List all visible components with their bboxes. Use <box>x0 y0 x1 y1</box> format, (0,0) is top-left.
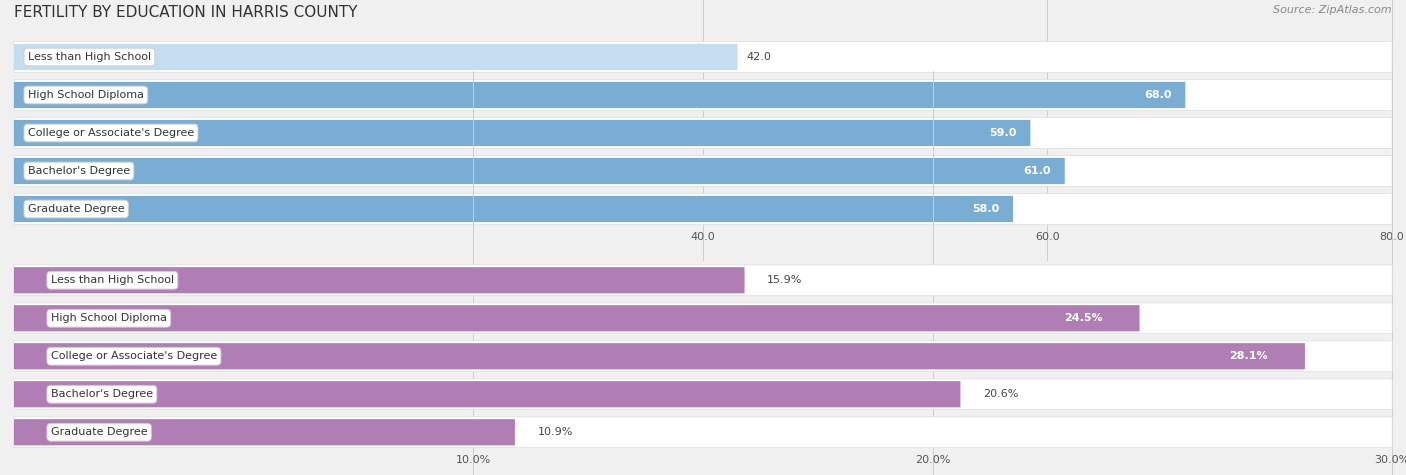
Text: 59.0: 59.0 <box>988 128 1017 138</box>
FancyBboxPatch shape <box>14 419 515 446</box>
FancyBboxPatch shape <box>14 303 1392 333</box>
FancyBboxPatch shape <box>14 379 1392 409</box>
Text: 10.9%: 10.9% <box>537 427 574 437</box>
Text: High School Diploma: High School Diploma <box>28 90 143 100</box>
Text: Bachelor's Degree: Bachelor's Degree <box>28 166 129 176</box>
FancyBboxPatch shape <box>14 341 1392 371</box>
FancyBboxPatch shape <box>14 42 1392 72</box>
FancyBboxPatch shape <box>14 265 1392 295</box>
FancyBboxPatch shape <box>14 82 1185 108</box>
Text: 58.0: 58.0 <box>972 204 1000 214</box>
Text: 15.9%: 15.9% <box>768 275 803 285</box>
Text: 61.0: 61.0 <box>1024 166 1050 176</box>
FancyBboxPatch shape <box>14 158 1064 184</box>
FancyBboxPatch shape <box>14 343 1305 370</box>
Text: 24.5%: 24.5% <box>1064 313 1102 323</box>
Text: Less than High School: Less than High School <box>51 275 174 285</box>
FancyBboxPatch shape <box>14 156 1392 186</box>
Text: 28.1%: 28.1% <box>1229 351 1268 361</box>
Text: Bachelor's Degree: Bachelor's Degree <box>51 389 153 399</box>
FancyBboxPatch shape <box>14 305 1139 332</box>
Text: Source: ZipAtlas.com: Source: ZipAtlas.com <box>1274 5 1392 15</box>
Text: Less than High School: Less than High School <box>28 52 150 62</box>
FancyBboxPatch shape <box>14 381 960 408</box>
FancyBboxPatch shape <box>14 417 1392 447</box>
Text: Graduate Degree: Graduate Degree <box>51 427 148 437</box>
Text: College or Associate's Degree: College or Associate's Degree <box>28 128 194 138</box>
Text: 68.0: 68.0 <box>1144 90 1171 100</box>
FancyBboxPatch shape <box>14 118 1392 148</box>
FancyBboxPatch shape <box>14 194 1392 224</box>
FancyBboxPatch shape <box>14 80 1392 110</box>
Text: Graduate Degree: Graduate Degree <box>28 204 125 214</box>
FancyBboxPatch shape <box>14 44 738 70</box>
Text: High School Diploma: High School Diploma <box>51 313 167 323</box>
Text: College or Associate's Degree: College or Associate's Degree <box>51 351 217 361</box>
FancyBboxPatch shape <box>14 196 1014 222</box>
Text: FERTILITY BY EDUCATION IN HARRIS COUNTY: FERTILITY BY EDUCATION IN HARRIS COUNTY <box>14 5 357 20</box>
Text: 20.6%: 20.6% <box>983 389 1018 399</box>
Text: 42.0: 42.0 <box>747 52 770 62</box>
FancyBboxPatch shape <box>14 267 745 294</box>
FancyBboxPatch shape <box>14 120 1031 146</box>
